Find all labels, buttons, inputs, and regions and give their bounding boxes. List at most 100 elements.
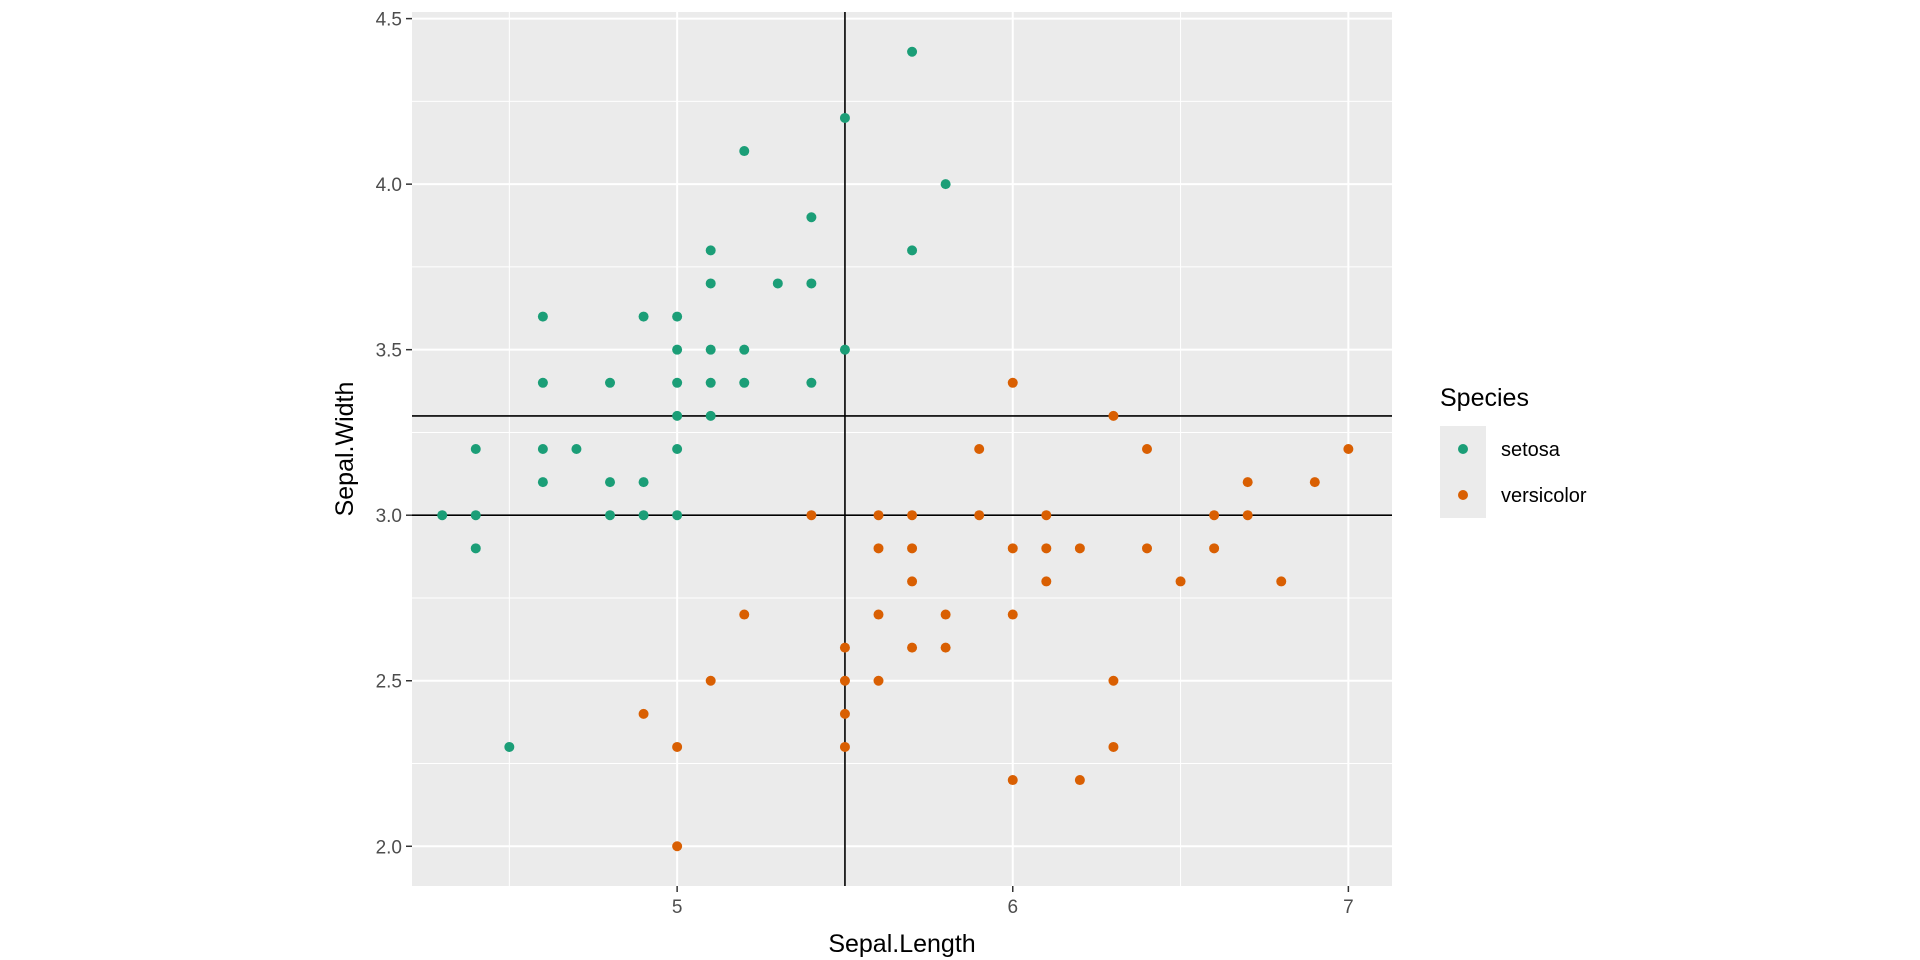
data-point-versicolor <box>873 675 884 686</box>
data-point-setosa <box>638 510 649 521</box>
x-tick-label: 6 <box>1007 897 1018 918</box>
data-point-setosa <box>537 477 548 488</box>
legend-title: Species <box>1440 384 1529 412</box>
data-point-setosa <box>537 444 548 454</box>
data-point-versicolor <box>1041 576 1052 587</box>
data-point-versicolor <box>1108 410 1119 421</box>
data-point-versicolor <box>1242 477 1253 488</box>
data-point-versicolor <box>940 609 951 620</box>
y-axis-title: Sepal.Width <box>331 382 359 517</box>
data-point-setosa <box>739 344 750 355</box>
y-tick-label: 2.5 <box>376 672 402 693</box>
data-point-versicolor <box>839 708 850 719</box>
data-point-setosa <box>739 377 750 388</box>
data-point-versicolor <box>940 642 951 653</box>
data-point-versicolor <box>1007 775 1018 786</box>
data-point-setosa <box>705 377 716 388</box>
data-point-setosa <box>470 543 481 554</box>
data-point-setosa <box>537 311 548 322</box>
data-point-versicolor <box>1242 510 1253 521</box>
data-point-versicolor <box>907 642 918 653</box>
plot-panel <box>412 12 1392 886</box>
data-point-setosa <box>806 377 817 388</box>
legend-label-versicolor: versicolor <box>1501 485 1587 507</box>
data-point-versicolor <box>1142 543 1152 554</box>
data-point-setosa <box>772 278 783 289</box>
data-point-versicolor <box>1074 543 1085 554</box>
data-point-setosa <box>672 344 683 355</box>
data-point-versicolor <box>1209 543 1220 554</box>
legend-marker-setosa <box>1458 444 1468 454</box>
data-point-versicolor <box>974 510 985 521</box>
legend-label-setosa: setosa <box>1501 439 1561 461</box>
data-point-setosa <box>705 278 716 289</box>
y-tick-label: 4.0 <box>376 175 402 196</box>
data-point-versicolor <box>873 510 884 521</box>
x-axis-ticks: 5 6 7 <box>672 886 1354 918</box>
data-point-versicolor <box>907 543 918 554</box>
data-point-setosa <box>638 477 649 488</box>
legend: Species setosa versicolor <box>1440 384 1587 518</box>
data-point-setosa <box>504 741 515 752</box>
data-point-versicolor <box>1209 510 1220 521</box>
data-point-versicolor <box>907 576 918 587</box>
data-point-setosa <box>739 146 750 157</box>
data-point-setosa <box>839 344 850 355</box>
data-point-versicolor <box>1108 741 1119 752</box>
data-point-setosa <box>806 212 817 223</box>
data-point-versicolor <box>672 741 683 752</box>
data-point-versicolor <box>1041 543 1052 554</box>
data-point-versicolor <box>1007 609 1018 620</box>
data-points <box>437 46 1354 852</box>
y-tick-label: 3.5 <box>376 341 402 362</box>
data-point-versicolor <box>1142 444 1152 454</box>
y-tick-label: 2.0 <box>376 837 402 858</box>
data-point-versicolor <box>1276 576 1287 587</box>
data-point-setosa <box>806 278 817 289</box>
data-point-versicolor <box>1309 477 1320 488</box>
reference-lines <box>412 12 1392 886</box>
x-axis-title: Sepal.Length <box>828 930 975 958</box>
data-point-setosa <box>672 377 683 388</box>
data-point-versicolor <box>873 609 884 620</box>
data-point-setosa <box>839 112 850 123</box>
data-point-versicolor <box>1041 510 1052 521</box>
x-tick-label: 7 <box>1343 897 1354 918</box>
data-point-setosa <box>705 410 716 421</box>
data-point-versicolor <box>739 609 750 620</box>
data-point-setosa <box>907 245 918 256</box>
data-point-setosa <box>940 179 951 190</box>
data-point-setosa <box>470 444 481 454</box>
data-point-setosa <box>907 46 918 57</box>
data-point-versicolor <box>1108 675 1119 686</box>
data-point-versicolor <box>1007 543 1018 554</box>
data-point-versicolor <box>974 444 985 454</box>
data-point-versicolor <box>1343 444 1354 454</box>
data-point-setosa <box>672 311 683 322</box>
legend-marker-versicolor <box>1458 490 1468 500</box>
data-point-versicolor <box>638 708 649 719</box>
data-point-setosa <box>605 377 616 388</box>
data-point-setosa <box>672 444 683 454</box>
data-point-setosa <box>605 477 616 488</box>
data-point-versicolor <box>1074 775 1085 786</box>
data-point-setosa <box>571 444 582 454</box>
data-point-versicolor <box>806 510 817 521</box>
data-point-setosa <box>705 245 716 256</box>
data-point-versicolor <box>907 510 918 521</box>
data-point-setosa <box>638 311 649 322</box>
data-point-versicolor <box>1007 377 1018 388</box>
y-tick-label: 4.5 <box>376 10 402 31</box>
y-tick-label: 3.0 <box>376 506 402 527</box>
data-point-versicolor <box>1175 576 1186 587</box>
y-axis-ticks: 2.0 2.5 3.0 3.5 4.0 4.5 <box>376 10 412 858</box>
data-point-setosa <box>605 510 616 521</box>
data-point-setosa <box>470 510 481 521</box>
data-point-versicolor <box>873 543 884 554</box>
data-point-setosa <box>437 510 448 521</box>
data-point-versicolor <box>705 675 716 686</box>
data-point-versicolor <box>839 642 850 653</box>
data-point-versicolor <box>672 841 683 852</box>
data-point-versicolor <box>839 741 850 752</box>
